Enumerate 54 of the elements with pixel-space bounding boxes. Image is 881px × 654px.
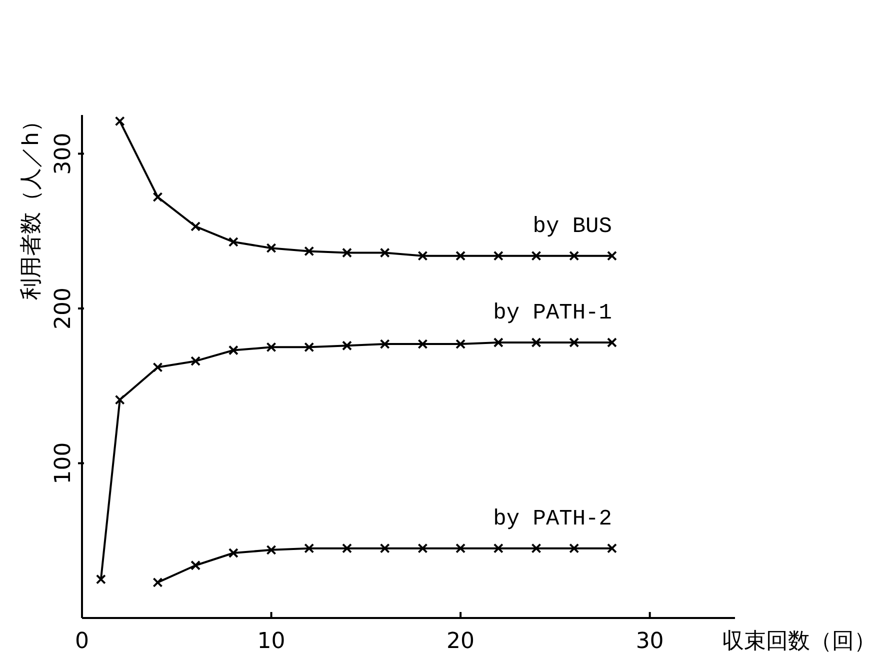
point [304,246,314,256]
point [531,250,542,261]
x-tick-label: 30 [636,629,664,654]
series-label: by PATH-2 [493,506,612,532]
point [380,248,390,258]
point [456,339,466,350]
point [304,543,314,554]
point [606,338,617,348]
point [228,345,238,356]
x-tick-label: 10 [257,629,286,654]
point [152,192,163,202]
point [380,339,390,350]
point [456,543,466,554]
y-tick-label: 200 [51,287,76,330]
point [190,560,201,570]
point [606,543,617,554]
point [152,362,163,372]
point [190,221,201,232]
point [606,250,617,261]
point [531,338,542,348]
point [266,342,276,352]
point [304,342,314,352]
series-label: by BUS [532,214,612,239]
point [228,236,238,247]
y-axis-title: 利用者数（人／h） [19,110,44,300]
point [456,250,466,261]
point [190,356,201,366]
point [531,543,542,554]
point [569,543,580,554]
point [152,577,163,588]
point [418,250,428,261]
point [380,543,390,554]
point [342,543,352,554]
point [342,248,352,258]
point [266,544,276,555]
y-tick-label: 300 [51,132,76,175]
point [342,340,352,351]
point [418,543,428,554]
point [114,394,125,405]
point [266,243,276,254]
point [418,339,428,350]
point [96,574,106,584]
point [493,543,504,554]
point [569,338,580,348]
point [493,338,504,348]
point [228,548,238,558]
point [114,116,125,126]
x-axis-title: 収束回数（回） [722,629,876,654]
x-tick-label: 0 [75,629,89,654]
series-label: by PATH-1 [493,300,612,326]
point [493,250,504,261]
x-tick-label: 20 [446,629,475,654]
point [569,250,580,261]
y-tick-label: 100 [51,442,76,484]
